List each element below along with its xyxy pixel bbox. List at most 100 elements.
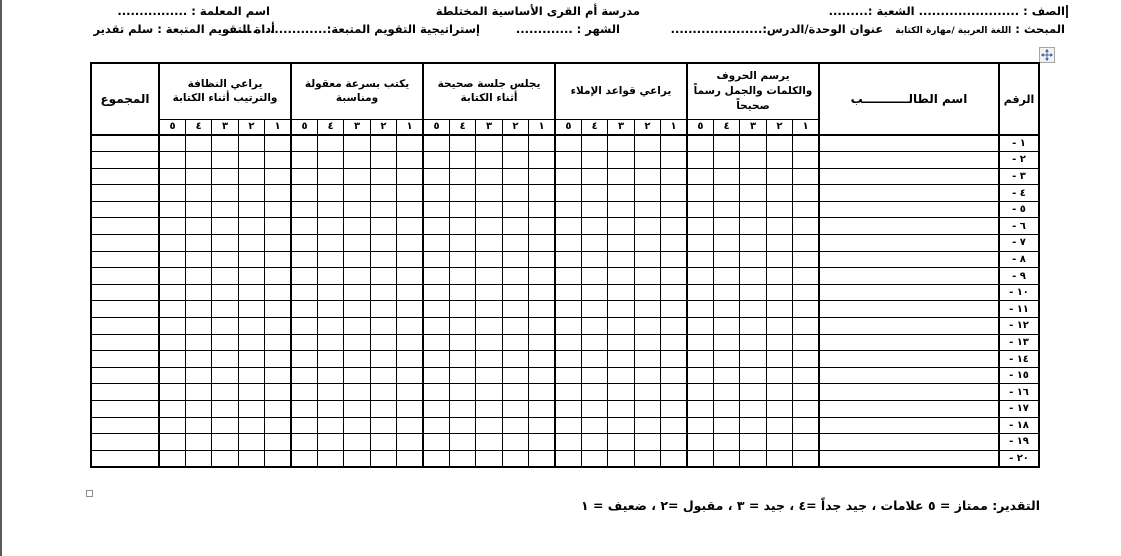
score-cell[interactable] bbox=[448, 366, 477, 385]
score-cell[interactable] bbox=[422, 250, 450, 269]
score-cell[interactable] bbox=[686, 383, 714, 401]
score-cell[interactable] bbox=[607, 400, 635, 418]
score-cell[interactable] bbox=[158, 366, 186, 385]
score-cell[interactable] bbox=[792, 250, 821, 269]
score-cell[interactable] bbox=[290, 134, 318, 153]
score-cell[interactable] bbox=[237, 151, 266, 169]
score-cell[interactable] bbox=[633, 151, 662, 169]
score-cell[interactable] bbox=[316, 283, 345, 302]
score-cell[interactable] bbox=[528, 134, 557, 153]
score-cell[interactable] bbox=[501, 234, 530, 252]
student-name-cell[interactable] bbox=[818, 350, 1000, 368]
score-cell[interactable] bbox=[290, 433, 318, 451]
total-cell[interactable] bbox=[90, 449, 161, 468]
score-cell[interactable] bbox=[343, 200, 371, 219]
score-cell[interactable] bbox=[290, 449, 318, 468]
score-cell[interactable] bbox=[396, 167, 425, 186]
score-cell[interactable] bbox=[475, 184, 503, 202]
score-cell[interactable] bbox=[765, 283, 794, 302]
score-cell[interactable] bbox=[580, 400, 609, 418]
score-cell[interactable] bbox=[554, 416, 582, 435]
score-cell[interactable] bbox=[158, 383, 186, 401]
score-cell[interactable] bbox=[765, 234, 794, 252]
score-cell[interactable] bbox=[158, 400, 186, 418]
score-cell[interactable] bbox=[528, 234, 557, 252]
score-cell[interactable] bbox=[633, 433, 662, 451]
score-cell[interactable] bbox=[343, 400, 371, 418]
score-cell[interactable] bbox=[501, 184, 530, 202]
student-name-cell[interactable] bbox=[818, 151, 1000, 169]
score-cell[interactable] bbox=[686, 167, 714, 186]
score-cell[interactable] bbox=[660, 433, 688, 451]
score-cell[interactable] bbox=[607, 366, 635, 385]
score-cell[interactable] bbox=[184, 184, 213, 202]
score-cell[interactable] bbox=[607, 217, 635, 236]
score-cell[interactable] bbox=[686, 400, 714, 418]
score-cell[interactable] bbox=[660, 449, 688, 468]
score-cell[interactable] bbox=[765, 267, 794, 285]
score-cell[interactable] bbox=[686, 267, 714, 285]
score-cell[interactable] bbox=[475, 333, 503, 352]
score-cell[interactable] bbox=[184, 383, 213, 401]
score-cell[interactable] bbox=[369, 383, 398, 401]
score-cell[interactable] bbox=[264, 250, 293, 269]
score-cell[interactable] bbox=[686, 366, 714, 385]
score-cell[interactable] bbox=[158, 416, 186, 435]
score-cell[interactable] bbox=[316, 449, 345, 468]
score-cell[interactable] bbox=[343, 217, 371, 236]
score-cell[interactable] bbox=[528, 167, 557, 186]
score-cell[interactable] bbox=[448, 416, 477, 435]
score-cell[interactable] bbox=[686, 134, 714, 153]
score-cell[interactable] bbox=[501, 449, 530, 468]
total-cell[interactable] bbox=[90, 267, 161, 285]
score-cell[interactable] bbox=[607, 151, 635, 169]
score-cell[interactable] bbox=[712, 366, 741, 385]
score-cell[interactable] bbox=[580, 317, 609, 335]
score-cell[interactable] bbox=[712, 134, 741, 153]
score-cell[interactable] bbox=[660, 400, 688, 418]
score-cell[interactable] bbox=[316, 350, 345, 368]
score-cell[interactable] bbox=[211, 416, 239, 435]
score-cell[interactable] bbox=[633, 333, 662, 352]
score-cell[interactable] bbox=[158, 200, 186, 219]
score-cell[interactable] bbox=[765, 350, 794, 368]
score-cell[interactable] bbox=[422, 167, 450, 186]
score-cell[interactable] bbox=[712, 383, 741, 401]
score-cell[interactable] bbox=[369, 317, 398, 335]
score-cell[interactable] bbox=[633, 317, 662, 335]
total-cell[interactable] bbox=[90, 350, 161, 368]
score-cell[interactable] bbox=[686, 283, 714, 302]
score-cell[interactable] bbox=[422, 234, 450, 252]
score-cell[interactable] bbox=[712, 317, 741, 335]
score-cell[interactable] bbox=[422, 283, 450, 302]
score-cell[interactable] bbox=[660, 350, 688, 368]
score-cell[interactable] bbox=[369, 416, 398, 435]
score-cell[interactable] bbox=[343, 383, 371, 401]
score-cell[interactable] bbox=[712, 167, 741, 186]
score-cell[interactable] bbox=[211, 366, 239, 385]
score-cell[interactable] bbox=[765, 151, 794, 169]
score-cell[interactable] bbox=[369, 333, 398, 352]
score-cell[interactable] bbox=[660, 234, 688, 252]
score-cell[interactable] bbox=[343, 350, 371, 368]
score-cell[interactable] bbox=[422, 433, 450, 451]
score-cell[interactable] bbox=[528, 300, 557, 319]
score-cell[interactable] bbox=[580, 167, 609, 186]
score-cell[interactable] bbox=[316, 400, 345, 418]
score-cell[interactable] bbox=[475, 283, 503, 302]
score-cell[interactable] bbox=[686, 317, 714, 335]
score-cell[interactable] bbox=[660, 267, 688, 285]
score-cell[interactable] bbox=[448, 383, 477, 401]
student-name-cell[interactable] bbox=[818, 333, 1000, 352]
total-cell[interactable] bbox=[90, 416, 161, 435]
score-cell[interactable] bbox=[475, 250, 503, 269]
score-cell[interactable] bbox=[686, 350, 714, 368]
score-cell[interactable] bbox=[633, 167, 662, 186]
score-cell[interactable] bbox=[264, 383, 293, 401]
score-cell[interactable] bbox=[633, 134, 662, 153]
score-cell[interactable] bbox=[580, 383, 609, 401]
score-cell[interactable] bbox=[422, 267, 450, 285]
student-name-cell[interactable] bbox=[818, 433, 1000, 451]
total-cell[interactable] bbox=[90, 283, 161, 302]
score-cell[interactable] bbox=[501, 267, 530, 285]
